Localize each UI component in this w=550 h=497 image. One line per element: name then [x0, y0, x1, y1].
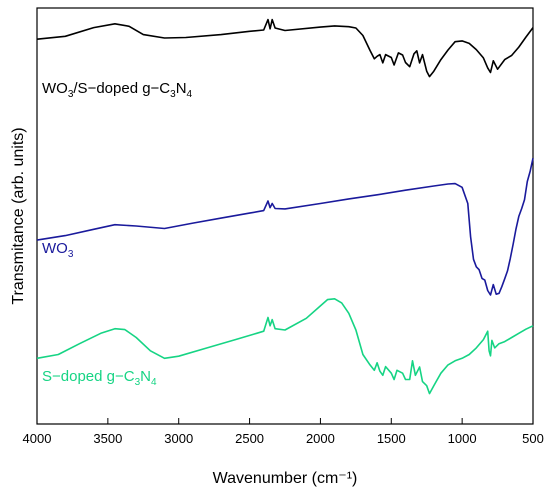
series-label-2: S−doped g−C3​N4​ [42, 368, 157, 388]
series-label-0: WO3​/S−doped g−C3​N4​ [42, 80, 193, 100]
x-axis-title: Wavenumber (cm⁻¹) [213, 470, 358, 487]
x-tick-label: 3000 [164, 431, 193, 446]
x-tick-label: 4000 [23, 431, 52, 446]
series-layer [36, 18, 534, 395]
series-line-0 [36, 18, 534, 78]
series-line-1 [36, 158, 534, 296]
x-tick-label: 1500 [377, 431, 406, 446]
x-tick-label: 500 [522, 431, 544, 446]
x-tick-label: 2000 [306, 431, 335, 446]
x-tick-label: 3500 [93, 431, 122, 446]
series-label-1: WO3​ [42, 240, 74, 260]
x-axis-ticks: 4000 3500 3000 2500 2000 1500 1000 500 [23, 418, 544, 446]
y-axis-title: Transmitance (arb. units) [10, 127, 27, 304]
x-tick-label: 1000 [448, 431, 477, 446]
plot-frame [36, 7, 534, 425]
series-labels: WO3​/S−doped g−C3​N4​ WO3​ S−doped g−C3​N4… [42, 80, 193, 388]
x-tick-label: 2500 [235, 431, 264, 446]
series-line-2 [36, 298, 534, 395]
